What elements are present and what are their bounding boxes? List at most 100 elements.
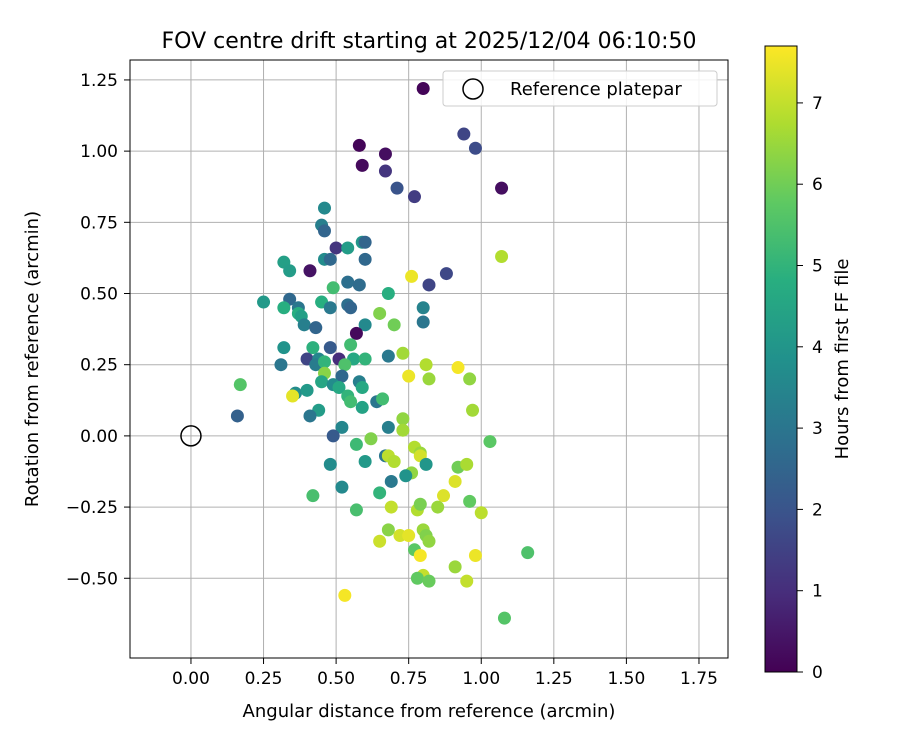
data-point [323, 301, 337, 315]
data-point [495, 249, 509, 263]
data-point [413, 548, 427, 562]
data-point [396, 346, 410, 360]
data-point [495, 181, 509, 195]
y-tick-label: 1.00 [80, 142, 118, 162]
data-point [349, 437, 363, 451]
data-point [384, 474, 398, 488]
data-point [326, 281, 340, 295]
y-axis-ticks: −0.50 −0.25 0.00 0.25 0.50 0.75 1.00 1.25 [66, 71, 130, 589]
data-point [315, 375, 329, 389]
chart-title: FOV centre drift starting at 2025/12/04 … [162, 29, 697, 54]
x-tick-label: 0.00 [172, 669, 210, 689]
data-point [399, 469, 413, 483]
data-point [335, 480, 349, 494]
data-point [463, 372, 477, 386]
x-tick-label: 0.75 [390, 669, 428, 689]
data-point [323, 457, 337, 471]
data-point [419, 457, 433, 471]
data-point [387, 318, 401, 332]
data-point [497, 611, 511, 625]
data-point [352, 278, 366, 292]
data-point [358, 352, 372, 366]
data-point [419, 358, 433, 372]
data-point [422, 574, 436, 588]
data-point [344, 338, 358, 352]
data-point [457, 127, 471, 141]
data-point [381, 349, 395, 363]
data-point [448, 474, 462, 488]
data-point [373, 486, 387, 500]
data-point [233, 378, 247, 392]
y-tick-label: 0.75 [80, 213, 118, 233]
data-point [390, 181, 404, 195]
colorbar-tick-label: 0 [812, 663, 823, 683]
colorbar-ticks: 0 1 2 3 4 5 6 7 [797, 94, 823, 683]
data-point [437, 489, 451, 503]
data-point [378, 164, 392, 178]
colorbar-tick-label: 6 [812, 175, 823, 195]
data-point [303, 409, 317, 423]
data-point [373, 534, 387, 548]
data-point [326, 429, 340, 443]
y-tick-label: 0.25 [80, 356, 118, 376]
data-point [274, 358, 288, 372]
data-point [422, 372, 436, 386]
plot-frame [129, 59, 729, 659]
data-point [329, 241, 343, 255]
data-point [358, 252, 372, 266]
data-point [483, 435, 497, 449]
data-point [405, 269, 419, 283]
data-point [277, 301, 291, 315]
data-point [416, 81, 430, 95]
y-axis-label: Rotation from reference (arcmin) [22, 211, 43, 507]
data-point [358, 235, 372, 249]
data-point [416, 315, 430, 329]
data-point [396, 412, 410, 426]
x-tick-label: 1.25 [535, 669, 573, 689]
colorbar-tick-label: 2 [812, 500, 823, 520]
x-tick-label: 1.50 [607, 669, 645, 689]
legend: Reference platepar [442, 70, 718, 107]
y-tick-label: 0.50 [80, 285, 118, 305]
data-point [323, 341, 337, 355]
data-point [468, 141, 482, 155]
data-point [341, 275, 355, 289]
data-point [230, 409, 244, 423]
colorbar-tick-label: 3 [812, 419, 823, 439]
colorbar-label: Hours from first FF file [832, 259, 853, 460]
data-point [381, 523, 395, 537]
data-point [338, 588, 352, 602]
data-point [431, 500, 445, 514]
data-point [451, 361, 465, 375]
y-tick-label: −0.50 [66, 569, 118, 589]
data-point [463, 494, 477, 508]
data-point [407, 190, 421, 204]
data-point [355, 158, 369, 172]
data-point [306, 341, 320, 355]
data-point [448, 560, 462, 574]
legend-marker [462, 78, 484, 100]
data-point [402, 369, 416, 383]
reference-platepar-marker [180, 425, 202, 447]
data-point [381, 287, 395, 301]
data-point [474, 506, 488, 520]
colorbar-tick-label: 7 [812, 94, 823, 114]
colorbar: 0 1 2 3 4 5 6 7 Hours from first FF file [764, 45, 853, 683]
data-point [349, 503, 363, 517]
data-point [300, 383, 314, 397]
colorbar-tick-label: 5 [812, 257, 823, 277]
legend-label: Reference platepar [510, 79, 682, 100]
data-point [460, 457, 474, 471]
x-axis-label: Angular distance from reference (arcmin) [243, 701, 616, 722]
data-point [297, 318, 311, 332]
data-point [364, 432, 378, 446]
y-tick-label: 1.25 [80, 71, 118, 91]
data-point [416, 301, 430, 315]
data-point [303, 264, 317, 278]
data-point [355, 380, 369, 394]
y-tick-label: −0.25 [66, 498, 118, 518]
data-point [283, 264, 297, 278]
data-point [317, 201, 331, 215]
scatter-points [230, 81, 535, 625]
